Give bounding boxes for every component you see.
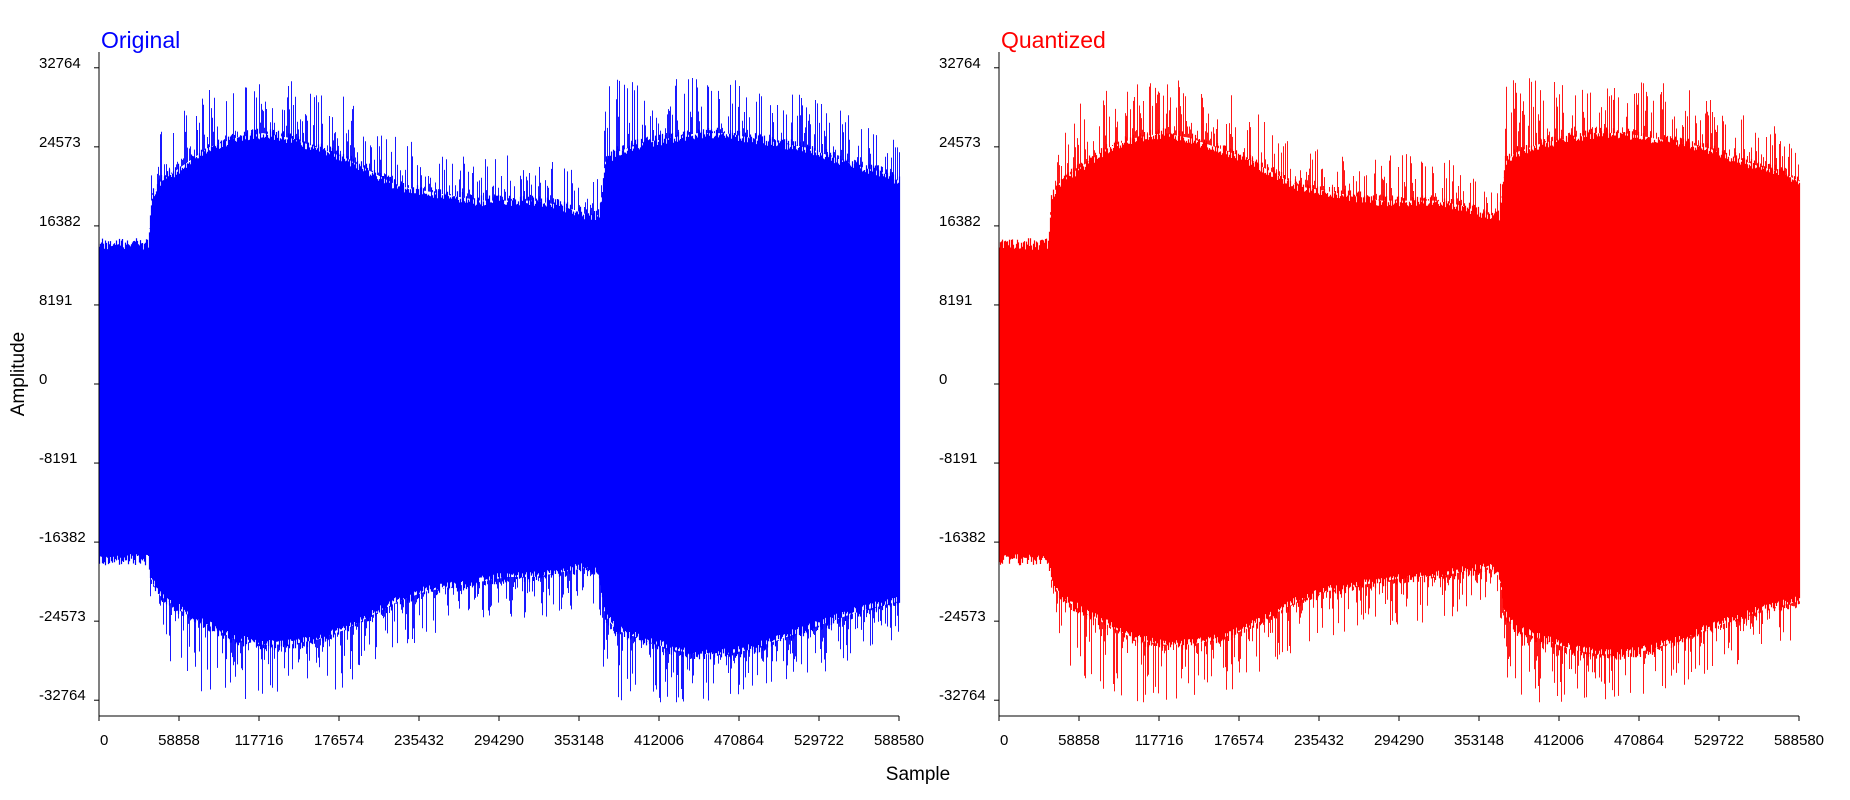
quantized-y-tick-label: 24573 xyxy=(939,134,981,151)
original-y-tick-label: -32764 xyxy=(39,687,86,704)
original-y-ticks: 32764 24573 16382 8191 0 -8191 -16382 -24573 -32… xyxy=(39,55,99,704)
original-y-tick-label: -16382 xyxy=(39,529,86,546)
quantized-x-tick-label: 529722 xyxy=(1694,732,1744,749)
quantized-waveform-marks xyxy=(998,78,1801,703)
quantized-y-tick-label: 16382 xyxy=(939,213,981,230)
original-x-tick-label: 235432 xyxy=(394,732,444,749)
x-axis-label: Sample xyxy=(886,764,950,785)
original-x-tick-label: 588580 xyxy=(874,732,924,749)
original-x-tick-label: 412006 xyxy=(634,732,684,749)
original-waveform-marks xyxy=(98,78,901,703)
quantized-x-tick-label: 353148 xyxy=(1454,732,1504,749)
quantized-x-tick-label: 412006 xyxy=(1534,732,1584,749)
original-y-tick-label: 0 xyxy=(39,371,47,388)
original-waveform-peaks xyxy=(149,78,900,703)
quantized-y-tick-label: -8191 xyxy=(939,450,977,467)
quantized-y-tick-label: -24573 xyxy=(939,608,986,625)
original-x-tick-label: 294290 xyxy=(474,732,524,749)
quantized-y-tick-label: 32764 xyxy=(939,55,981,72)
original-y-tick-label: 8191 xyxy=(39,292,72,309)
quantized-waveform-panel: 32764 24573 16382 8191 0 -8191 -16382 -24573 -32… xyxy=(939,27,1824,749)
quantized-y-tick-label: -16382 xyxy=(939,529,986,546)
original-x-tick-label: 470864 xyxy=(714,732,764,749)
quantized-x-tick-label: 117716 xyxy=(1135,732,1184,749)
quantized-x-tick-label: 0 xyxy=(1000,732,1008,749)
quantized-y-tick-label: 0 xyxy=(939,371,947,388)
quantized-chart-title: Quantized xyxy=(1001,27,1106,53)
quantized-x-tick-label: 176574 xyxy=(1214,732,1264,749)
quantized-x-tick-label: 58858 xyxy=(1058,732,1100,749)
original-x-tick-label: 529722 xyxy=(794,732,844,749)
quantized-x-ticks: 0 58858 117716 176574 235432 294290 353148 4120… xyxy=(998,716,1824,749)
original-y-tick-label: 24573 xyxy=(39,134,81,151)
original-y-tick-label: 16382 xyxy=(39,213,81,230)
original-x-tick-label: 0 xyxy=(100,732,108,749)
quantized-y-tick-label: -32764 xyxy=(939,687,986,704)
original-chart-title: Original xyxy=(101,27,180,53)
original-y-tick-label: 32764 xyxy=(39,55,81,72)
quantized-x-tick-label: 470864 xyxy=(1614,732,1664,749)
original-x-ticks: 0 58858 117716 176574 235432 294290 353148 4120… xyxy=(98,716,924,749)
original-x-tick-label: 58858 xyxy=(158,732,200,749)
quantized-x-tick-label: 588580 xyxy=(1774,732,1824,749)
original-x-tick-label: 117716 xyxy=(235,732,284,749)
quantized-y-tick-label: 8191 xyxy=(939,292,972,309)
original-waveform-panel: 32764 24573 16382 8191 0 -8191 -16382 -24573 -32… xyxy=(39,27,924,749)
quantized-waveform-peaks xyxy=(1049,78,1800,703)
original-waveform-body xyxy=(98,127,901,660)
y-axis-label: Amplitude xyxy=(8,332,29,417)
quantized-x-tick-label: 235432 xyxy=(1294,732,1344,749)
quantized-x-tick-label: 294290 xyxy=(1374,732,1424,749)
original-y-tick-label: -24573 xyxy=(39,608,86,625)
original-y-tick-label: -8191 xyxy=(39,450,77,467)
original-x-tick-label: 176574 xyxy=(314,732,364,749)
original-x-tick-label: 353148 xyxy=(554,732,604,749)
quantized-y-ticks: 32764 24573 16382 8191 0 -8191 -16382 -24573 -32… xyxy=(939,55,999,704)
